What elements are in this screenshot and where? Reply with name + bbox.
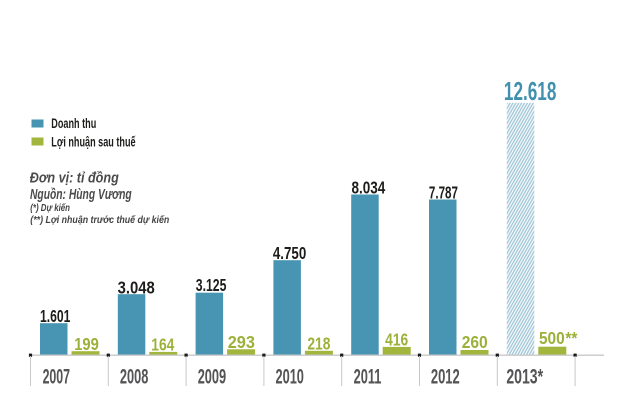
svg-text:7.787: 7.787 xyxy=(429,183,458,203)
svg-text:218: 218 xyxy=(307,335,330,354)
svg-text:1.601: 1.601 xyxy=(40,307,71,327)
svg-text:12.618: 12.618 xyxy=(504,76,556,106)
svg-text:2008: 2008 xyxy=(120,364,149,388)
svg-text:(**) Lợi nhuận trước thuế dự k: (**) Lợi nhuận trước thuế dự kiến xyxy=(30,214,169,226)
svg-text:Đơn vị: tỉ đồng: Đơn vị: tỉ đồng xyxy=(30,170,120,186)
svg-text:**: ** xyxy=(565,329,578,348)
svg-text:2011: 2011 xyxy=(354,364,382,388)
svg-text:293: 293 xyxy=(228,332,255,352)
svg-text:Lợi nhuận sau thuế: Lợi nhuận sau thuế xyxy=(51,133,136,150)
svg-text:2009: 2009 xyxy=(198,364,227,388)
svg-text:2012: 2012 xyxy=(431,364,460,388)
svg-text:164: 164 xyxy=(151,336,174,355)
svg-text:3.125: 3.125 xyxy=(196,276,227,296)
svg-text:8.034: 8.034 xyxy=(352,179,386,198)
svg-text:500: 500 xyxy=(539,329,565,348)
svg-text:(*) Dự kiến: (*) Dự kiến xyxy=(30,202,70,213)
svg-text:2010: 2010 xyxy=(275,364,304,388)
svg-text:199: 199 xyxy=(74,335,99,354)
svg-text:2013*: 2013* xyxy=(506,365,543,389)
svg-text:416: 416 xyxy=(385,331,408,350)
svg-text:Doanh thu: Doanh thu xyxy=(51,115,96,132)
svg-text:4.750: 4.750 xyxy=(273,244,306,263)
svg-text:260: 260 xyxy=(462,332,488,352)
svg-text:2007: 2007 xyxy=(43,364,70,388)
svg-text:Nguồn: Hùng Vương: Nguồn: Hùng Vương xyxy=(30,186,132,202)
svg-text:3.048: 3.048 xyxy=(118,278,155,298)
